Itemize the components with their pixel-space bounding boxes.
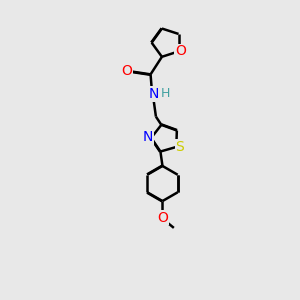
Text: S: S [176,140,184,154]
Text: N: N [149,87,160,101]
Text: N: N [143,130,153,144]
Text: O: O [175,44,186,58]
Text: O: O [122,64,132,78]
Text: O: O [157,211,168,225]
Text: H: H [160,88,170,100]
